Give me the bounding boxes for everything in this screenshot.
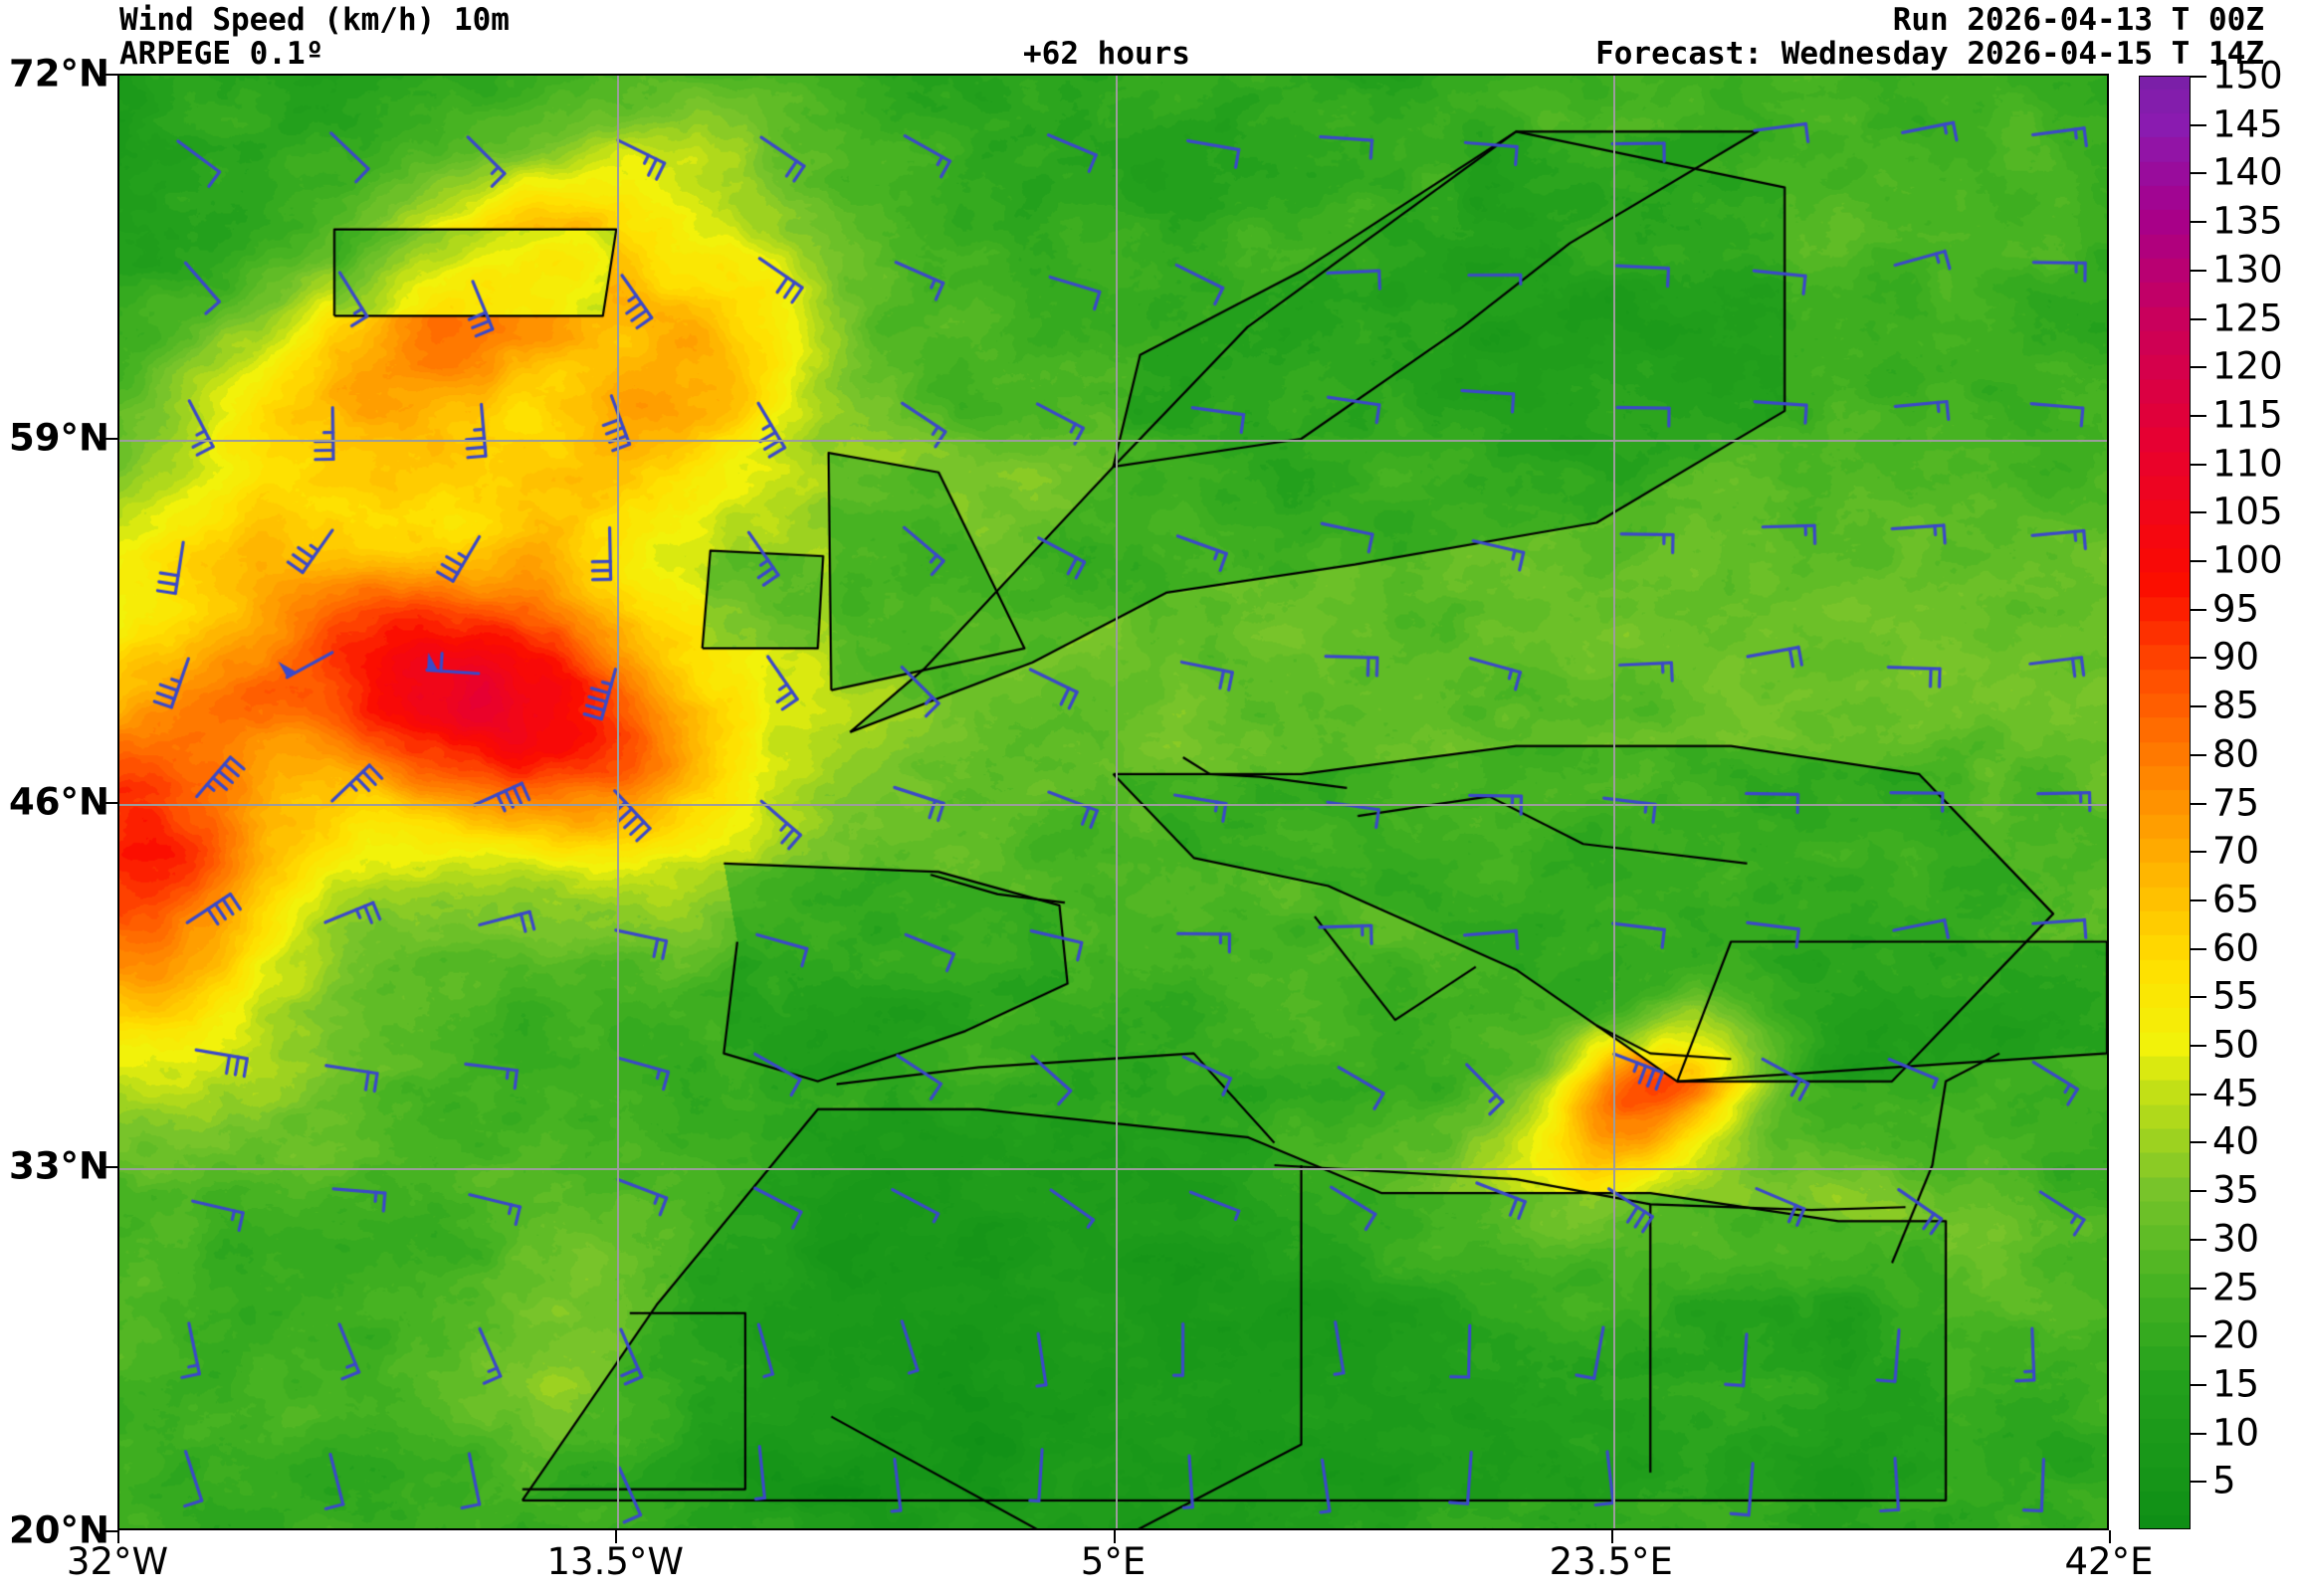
colorbar-tick-label: 90 (2212, 635, 2260, 679)
x-axis-tick-label: 13.5°W (546, 1540, 684, 1583)
colorbar-tick-label: 140 (2212, 150, 2283, 194)
colorbar-tick (2191, 463, 2206, 466)
colorbar-tick (2191, 123, 2206, 126)
colorbar-tick-label: 145 (2212, 102, 2283, 146)
colorbar-tick-label: 40 (2212, 1119, 2260, 1163)
colorbar-tick-label: 25 (2212, 1266, 2260, 1308)
wind-speed-field-canvas (119, 76, 2107, 1528)
colorbar-tick-label: 130 (2212, 248, 2283, 292)
colorbar-tick-label: 70 (2212, 829, 2260, 873)
colorbar-tick-label: 125 (2212, 297, 2283, 339)
forecast-lead-time: +62 hours (1023, 36, 1190, 72)
colorbar-tick (2191, 898, 2206, 901)
model-label: ARPEGE 0.1º (119, 36, 324, 72)
colorbar-tick (2191, 1190, 2206, 1193)
colorbar-tick (2191, 1335, 2206, 1338)
colorbar-tick-label: 15 (2212, 1362, 2260, 1406)
x-axis-tick (2109, 1530, 2111, 1543)
colorbar-tick (2191, 560, 2206, 562)
colorbar-tick (2191, 753, 2206, 756)
colorbar-tick (2191, 221, 2206, 224)
colorbar-tick-label: 80 (2212, 732, 2260, 776)
y-axis-tick (105, 802, 117, 804)
colorbar-tick-label: 30 (2212, 1217, 2260, 1261)
y-axis-tick (105, 1530, 117, 1532)
colorbar-tick (2191, 996, 2206, 999)
colorbar-tick (2191, 511, 2206, 514)
y-axis-tick-label: 20°N (9, 1508, 109, 1552)
chart-title: Wind Speed (km/h) 10m (119, 2, 510, 38)
x-axis-tick (1113, 1530, 1116, 1543)
map-plot-area (117, 74, 2109, 1530)
colorbar-tick-label: 5 (2212, 1459, 2236, 1502)
y-axis-tick (105, 1166, 117, 1168)
colorbar-tick (2191, 366, 2206, 369)
colorbar-tick-label: 95 (2212, 587, 2260, 631)
colorbar-tick (2191, 802, 2206, 805)
x-axis-tick-label: 5°E (1080, 1540, 1147, 1583)
colorbar-tick (2191, 1093, 2206, 1096)
colorbar-tick-label: 50 (2212, 1023, 2260, 1067)
colorbar-tick (2191, 317, 2206, 320)
x-axis-tick-label: 23.5°E (1549, 1540, 1673, 1583)
colorbar-tick (2191, 1432, 2206, 1435)
y-axis-tick (105, 74, 117, 76)
colorbar-tick (2191, 1141, 2206, 1144)
x-axis-tick-label: 42°E (2064, 1540, 2154, 1583)
x-axis-tick (615, 1530, 618, 1543)
colorbar-tick (2191, 1045, 2206, 1047)
colorbar-tick (2191, 1238, 2206, 1241)
colorbar-tick-label: 135 (2212, 199, 2283, 243)
colorbar-tick-label: 85 (2212, 684, 2260, 727)
colorbar-tick-label: 110 (2212, 442, 2283, 486)
model-run-timestamp: Run 2026-04-13 T 00Z (1892, 2, 2264, 38)
colorbar-tick-label: 20 (2212, 1313, 2260, 1357)
colorbar-tick-label: 100 (2212, 538, 2283, 582)
colorbar-tick (2191, 947, 2206, 950)
colorbar-tick (2191, 1383, 2206, 1386)
colorbar-tick-label: 10 (2212, 1411, 2260, 1455)
colorbar-tick (2191, 414, 2206, 417)
colorbar-tick-label: 105 (2212, 490, 2283, 533)
colorbar-tick (2191, 608, 2206, 611)
colorbar-tick-label: 65 (2212, 878, 2260, 921)
colorbar-tick (2191, 1481, 2206, 1484)
colorbar-tick-label: 45 (2212, 1072, 2260, 1115)
colorbar-tick-label: 55 (2212, 974, 2260, 1018)
y-axis-tick-label: 33°N (9, 1144, 109, 1188)
colorbar-tick (2191, 269, 2206, 272)
colorbar-tick (2191, 851, 2206, 854)
colorbar-tick (2191, 657, 2206, 660)
y-axis-tick-label: 72°N (9, 52, 109, 96)
colorbar-tick-label: 35 (2212, 1168, 2260, 1212)
colorbar-tick (2191, 705, 2206, 708)
colorbar-tick-label: 75 (2212, 781, 2260, 824)
colorbar-tick (2191, 1287, 2206, 1290)
colorbar-tick-label: 115 (2212, 393, 2283, 437)
colorbar-gradient (2140, 77, 2190, 1528)
colorbar-tick-label: 150 (2212, 54, 2283, 98)
y-axis-tick-label: 46°N (9, 780, 109, 824)
colorbar-tick (2191, 76, 2206, 78)
forecast-valid-time: Forecast: Wednesday 2026-04-15 T 14Z (1595, 36, 2264, 72)
colorbar (2139, 76, 2191, 1529)
x-axis-tick (1610, 1530, 1613, 1543)
colorbar-tick-label: 60 (2212, 926, 2260, 970)
x-axis-tick-label: 32°W (66, 1540, 169, 1583)
colorbar-tick-label: 120 (2212, 344, 2283, 388)
x-axis-tick (117, 1530, 119, 1543)
colorbar-tick (2191, 172, 2206, 175)
y-axis-tick-label: 59°N (9, 416, 109, 460)
y-axis-tick (105, 438, 117, 440)
